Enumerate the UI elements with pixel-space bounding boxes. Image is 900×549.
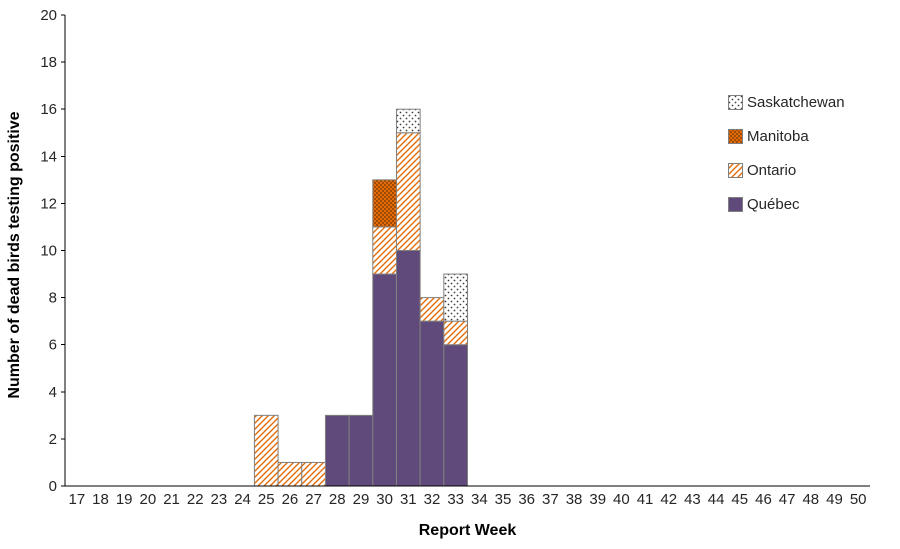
y-tick-label: 6 xyxy=(49,337,57,354)
bar-segment-Manitoba-week-30 xyxy=(372,179,397,228)
x-tick-label: 41 xyxy=(637,491,654,508)
x-tick-label: 21 xyxy=(163,491,180,508)
y-tick-label: 12 xyxy=(40,195,57,212)
x-tick-label: 18 xyxy=(92,491,109,508)
y-tick-label: 0 xyxy=(49,478,57,495)
x-tick-label: 39 xyxy=(589,491,606,508)
x-tick-label: 19 xyxy=(116,491,133,508)
legend-label-quebec: Québec xyxy=(747,195,800,213)
bar-segment-Saskatchewan-week-31 xyxy=(395,108,421,134)
x-tick-label: 30 xyxy=(376,491,393,508)
x-tick-label: 35 xyxy=(495,491,512,508)
x-tick-label: 45 xyxy=(731,491,748,508)
legend-swatch-ontario xyxy=(728,162,743,178)
bar-segment-Saskatchewan-week-33 xyxy=(443,273,468,322)
x-tick-label: 17 xyxy=(68,491,85,508)
legend-item-ontario: Ontario xyxy=(728,153,845,187)
x-tick-label: 34 xyxy=(471,491,488,508)
y-tick-label: 2 xyxy=(49,431,57,448)
x-tick-label: 43 xyxy=(684,491,701,508)
y-tick-label: 14 xyxy=(40,148,57,165)
bar-segment-Québec-week-33 xyxy=(443,344,468,487)
x-tick-label: 48 xyxy=(802,491,819,508)
x-tick-label: 47 xyxy=(779,491,796,508)
y-tick-label: 8 xyxy=(49,290,57,307)
x-axis-title: Report Week xyxy=(418,522,517,539)
bar-segment-Ontario-week-33 xyxy=(443,320,468,346)
x-tick-label: 49 xyxy=(826,491,843,508)
legend-label-manitoba: Manitoba xyxy=(747,127,809,145)
legend: Saskatchewan Manitoba Ontario Québec xyxy=(728,85,845,221)
bar-segment-Ontario-week-30 xyxy=(372,226,397,275)
y-tick-label: 4 xyxy=(49,384,57,401)
bar-segment-Québec-week-30 xyxy=(372,273,397,487)
x-tick-label: 50 xyxy=(850,491,867,508)
legend-label-ontario: Ontario xyxy=(747,161,797,179)
legend-item-quebec: Québec xyxy=(728,187,845,221)
x-tick-label: 38 xyxy=(566,491,583,508)
x-tick-label: 46 xyxy=(755,491,772,508)
y-axis-title: Number of dead birds testing positive xyxy=(6,111,23,399)
legend-item-saskatchewan: Saskatchewan xyxy=(728,85,845,119)
x-tick-label: 25 xyxy=(258,491,275,508)
x-tick-label: 24 xyxy=(234,491,251,508)
bar-segment-Québec-week-32 xyxy=(419,320,445,487)
x-tick-label: 20 xyxy=(140,491,157,508)
legend-swatch-quebec xyxy=(728,196,743,212)
bar-segment-Ontario-week-25 xyxy=(253,414,279,487)
y-tick-label: 18 xyxy=(40,54,57,71)
x-tick-label: 23 xyxy=(211,491,228,508)
x-tick-label: 42 xyxy=(660,491,677,508)
x-tick-label: 29 xyxy=(353,491,370,508)
x-tick-label: 33 xyxy=(447,491,464,508)
legend-item-manitoba: Manitoba xyxy=(728,119,845,153)
x-tick-label: 37 xyxy=(542,491,559,508)
x-tick-label: 26 xyxy=(282,491,299,508)
x-tick-label: 28 xyxy=(329,491,346,508)
x-tick-label: 40 xyxy=(613,491,630,508)
legend-swatch-saskatchewan xyxy=(728,94,743,110)
y-tick-label: 20 xyxy=(40,7,57,24)
x-tick-label: 36 xyxy=(518,491,535,508)
bar-segment-Ontario-week-31 xyxy=(395,132,421,251)
x-tick-label: 31 xyxy=(400,491,417,508)
x-tick-label: 22 xyxy=(187,491,204,508)
bar-segment-Québec-week-31 xyxy=(395,250,421,487)
bar-segment-Ontario-week-32 xyxy=(419,297,445,322)
x-tick-label: 27 xyxy=(305,491,322,508)
x-tick-label: 32 xyxy=(424,491,441,508)
y-tick-label: 16 xyxy=(40,101,57,118)
bar-segment-Québec-week-28 xyxy=(324,414,350,487)
legend-label-saskatchewan: Saskatchewan xyxy=(747,93,845,111)
y-tick-label: 10 xyxy=(40,243,57,260)
bar-segment-Ontario-week-26 xyxy=(277,461,303,487)
x-tick-label: 44 xyxy=(708,491,725,508)
bar-segment-Ontario-week-27 xyxy=(301,461,326,487)
bar-segment-Québec-week-29 xyxy=(348,414,374,487)
legend-swatch-manitoba xyxy=(728,128,743,144)
